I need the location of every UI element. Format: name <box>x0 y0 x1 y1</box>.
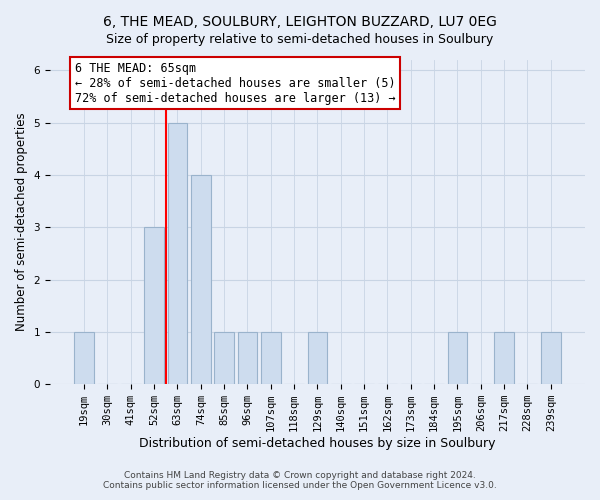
Bar <box>261 332 281 384</box>
Bar <box>541 332 560 384</box>
Bar <box>167 123 187 384</box>
Bar <box>308 332 328 384</box>
Y-axis label: Number of semi-detached properties: Number of semi-detached properties <box>15 113 28 332</box>
Bar <box>238 332 257 384</box>
Text: 6, THE MEAD, SOULBURY, LEIGHTON BUZZARD, LU7 0EG: 6, THE MEAD, SOULBURY, LEIGHTON BUZZARD,… <box>103 15 497 29</box>
Text: 6 THE MEAD: 65sqm
← 28% of semi-detached houses are smaller (5)
72% of semi-deta: 6 THE MEAD: 65sqm ← 28% of semi-detached… <box>75 62 395 104</box>
Bar <box>448 332 467 384</box>
Bar <box>494 332 514 384</box>
Text: Contains HM Land Registry data © Crown copyright and database right 2024.
Contai: Contains HM Land Registry data © Crown c… <box>103 470 497 490</box>
Bar <box>74 332 94 384</box>
Bar <box>144 228 164 384</box>
Text: Size of property relative to semi-detached houses in Soulbury: Size of property relative to semi-detach… <box>106 32 494 46</box>
X-axis label: Distribution of semi-detached houses by size in Soulbury: Distribution of semi-detached houses by … <box>139 437 496 450</box>
Bar <box>191 175 211 384</box>
Bar <box>214 332 234 384</box>
